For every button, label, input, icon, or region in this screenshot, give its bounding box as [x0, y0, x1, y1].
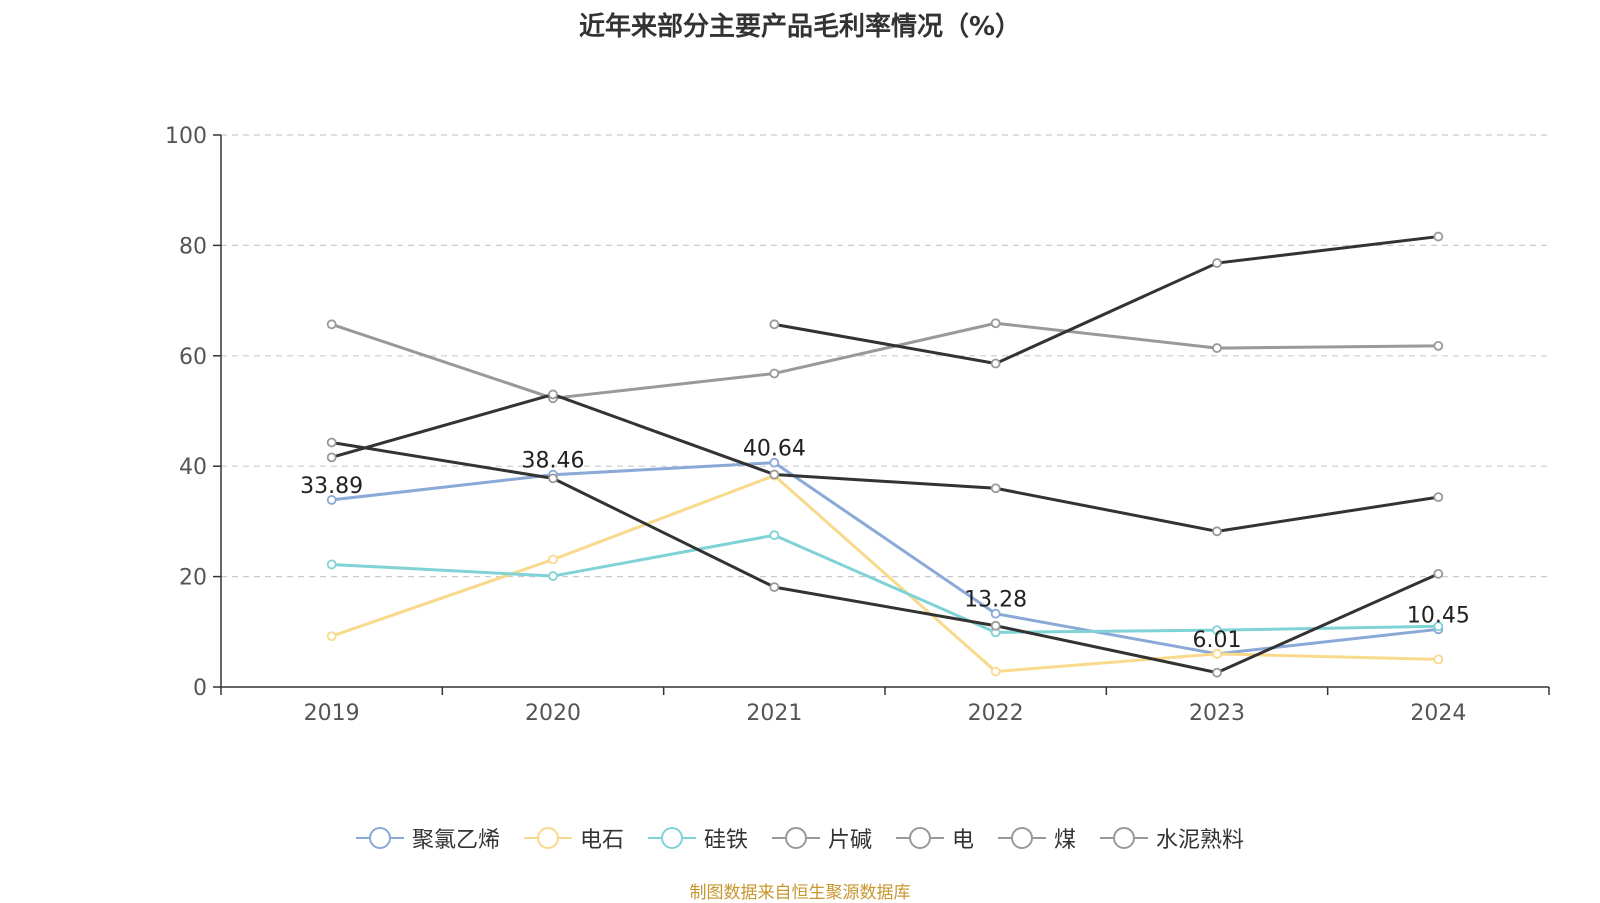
legend-label: 电 — [952, 828, 975, 853]
data-point — [990, 608, 1001, 619]
data-label: 40.64 — [743, 437, 806, 462]
data-point — [1212, 625, 1222, 636]
chart-title: 近年来部分主要产品毛利率情况（%） — [578, 12, 1022, 42]
data-point — [990, 483, 1001, 494]
series-line-聚氯乙烯 — [331, 461, 1439, 656]
legend-marker-icon — [355, 827, 404, 849]
y-tick-label: 80 — [179, 234, 207, 259]
data-label: 10.45 — [1407, 603, 1470, 628]
data-label: 13.28 — [964, 588, 1027, 613]
data-point — [769, 530, 780, 541]
axes: 0 20 40 60 80 100 2019 2020 2021 2022 2023 2024 — [165, 124, 1550, 726]
legend-marker-icon — [523, 827, 572, 849]
series-硅铁 — [326, 530, 1444, 638]
data-point — [326, 452, 337, 463]
legend-label: 片碱 — [827, 828, 872, 853]
series-line-煤 — [331, 392, 1439, 533]
data-point — [769, 582, 780, 592]
data-point — [1212, 648, 1222, 659]
x-tick-label-2020: 2020 — [525, 701, 581, 726]
data-label: 38.46 — [522, 449, 585, 474]
series-电 — [326, 318, 1444, 404]
legend-label: 电石 — [579, 828, 624, 853]
legend-item-硅铁[interactable]: 硅铁 — [647, 822, 748, 854]
series-lines — [326, 231, 1444, 678]
data-point — [990, 358, 1001, 369]
data-point — [548, 473, 558, 484]
x-tick-label-2023: 2023 — [1189, 701, 1245, 726]
data-point — [769, 368, 780, 379]
data-point — [326, 319, 337, 330]
data-label: 6.01 — [1193, 628, 1242, 653]
data-point — [1433, 568, 1444, 579]
y-tick-label: 60 — [179, 345, 207, 370]
legend-item-电[interactable]: 电 — [896, 822, 974, 854]
legend-item-片碱[interactable]: 片碱 — [771, 822, 872, 854]
data-point — [1433, 492, 1444, 503]
data-point — [1212, 526, 1222, 537]
data-point — [326, 495, 337, 505]
legend-label: 煤 — [1054, 828, 1077, 853]
x-tick-label-2022: 2022 — [968, 701, 1024, 726]
line-chart: 0 20 40 60 80 100 2019 2020 2021 2022 2023 2024 33.… — [165, 124, 1550, 726]
legend-item-电石[interactable]: 电石 — [523, 822, 624, 854]
series-line-水泥熟料 — [774, 235, 1439, 366]
data-point — [769, 457, 780, 468]
legend-item-水泥熟料[interactable]: 水泥熟料 — [1100, 822, 1244, 854]
data-point — [1212, 667, 1222, 678]
data-point — [769, 319, 780, 330]
legend-marker-icon — [998, 827, 1047, 849]
data-point — [1433, 654, 1444, 665]
data-point — [326, 437, 337, 448]
legend-item-煤[interactable]: 煤 — [998, 822, 1076, 854]
data-point — [548, 571, 558, 581]
y-tick-label: 40 — [179, 455, 207, 480]
legend-label: 硅铁 — [703, 828, 748, 853]
legend-marker-icon — [896, 827, 944, 849]
data-point — [1433, 231, 1444, 242]
legend-label: 水泥熟料 — [1156, 828, 1245, 853]
data-point — [1212, 343, 1222, 353]
data-point — [326, 559, 337, 570]
data-point — [990, 318, 1001, 329]
legend-marker-icon — [647, 827, 696, 849]
data-point — [1433, 340, 1444, 351]
legend-marker-icon — [1100, 827, 1149, 849]
y-tick-label: 100 — [165, 124, 207, 149]
series-水泥熟料 — [769, 231, 1444, 369]
series-line-电 — [331, 321, 1439, 400]
series-煤 — [326, 389, 1444, 537]
y-tick-label: 0 — [193, 676, 207, 701]
legend-label: 聚氯乙烯 — [411, 828, 500, 853]
data-point — [769, 469, 780, 480]
x-tick-label-2019: 2019 — [304, 701, 360, 726]
data-point — [548, 554, 558, 565]
data-point — [1433, 621, 1444, 632]
data-labels: 33.89 38.46 40.64 13.28 6.01 10.45 — [300, 437, 1470, 653]
series-line-片碱 — [331, 440, 1439, 675]
data-point — [548, 389, 558, 400]
data-point — [326, 631, 337, 642]
y-tick-label: 20 — [179, 566, 207, 591]
x-tick-label-2024: 2024 — [1410, 701, 1466, 726]
data-label: 33.89 — [300, 474, 363, 499]
data-point — [990, 666, 1001, 677]
series-line-硅铁 — [331, 533, 1439, 634]
data-point — [1212, 258, 1222, 268]
source-note: 制图数据来自恒生聚源数据库 — [689, 883, 911, 903]
x-tick-label-2021: 2021 — [746, 701, 802, 726]
legend-item-聚氯乙烯[interactable]: 聚氯乙烯 — [355, 822, 500, 854]
data-point — [990, 620, 1001, 631]
legend: 聚氯乙烯 电石 硅铁 片碱 电 煤 水泥熟料 — [0, 822, 1600, 854]
series-片碱 — [326, 437, 1444, 678]
legend-marker-icon — [771, 827, 820, 849]
grid-lines — [221, 134, 1549, 578]
